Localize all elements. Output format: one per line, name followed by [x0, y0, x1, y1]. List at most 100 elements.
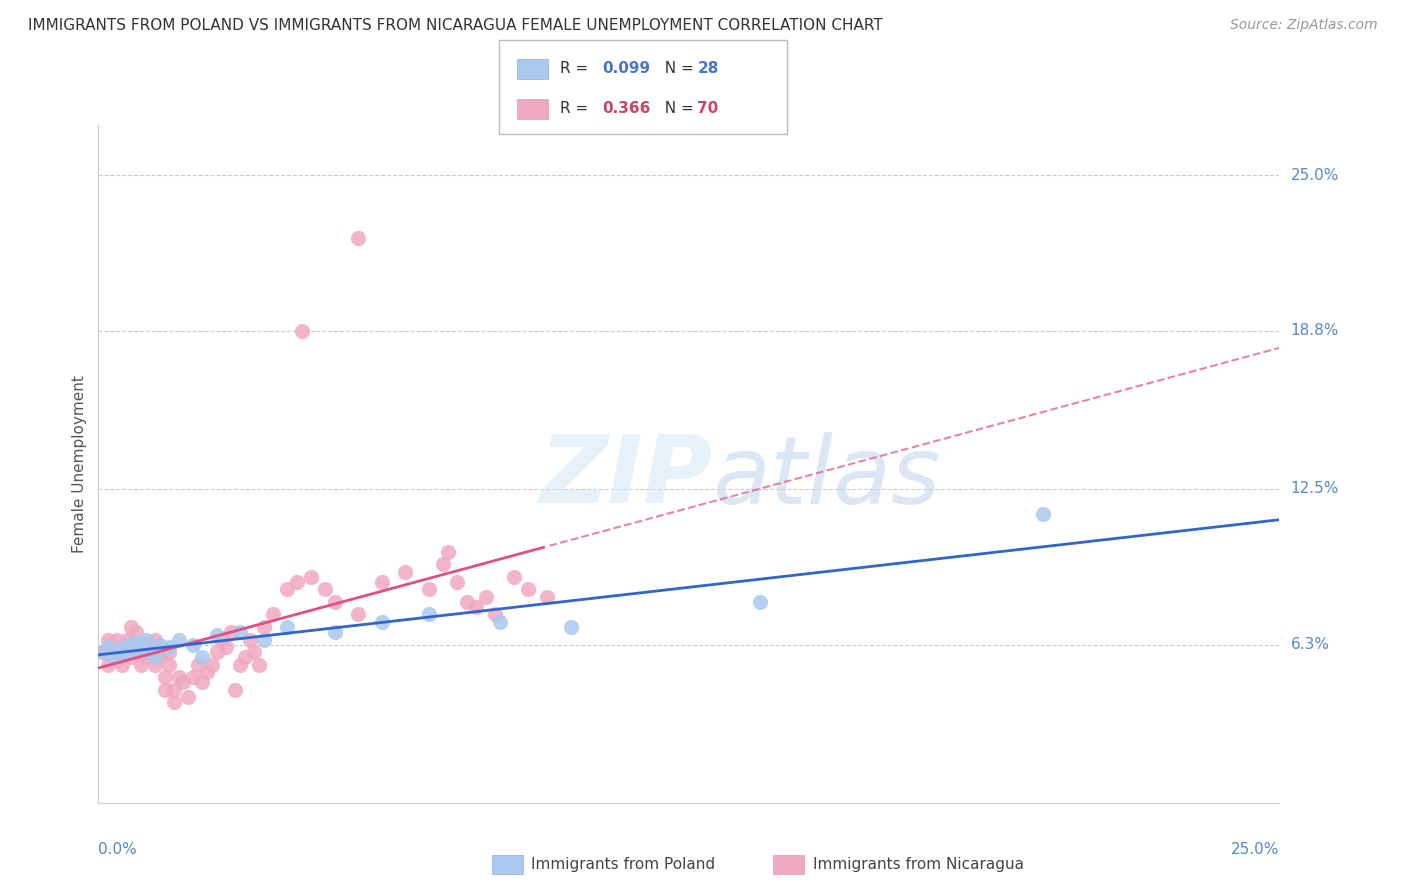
Point	[143, 632, 166, 647]
Point	[97, 657, 120, 672]
Point	[748, 595, 770, 609]
Y-axis label: Female Unemployment: Female Unemployment	[72, 375, 87, 553]
Text: 0.366: 0.366	[602, 101, 650, 116]
Point	[157, 645, 180, 659]
Point	[105, 653, 128, 667]
Point	[135, 632, 157, 647]
Text: R =: R =	[560, 61, 593, 76]
Point	[157, 640, 180, 654]
Point	[177, 690, 200, 705]
Point	[394, 565, 416, 579]
Point	[475, 590, 498, 604]
Point	[187, 657, 209, 672]
Point	[437, 545, 460, 559]
Text: 70: 70	[697, 101, 718, 116]
Point	[191, 650, 214, 665]
Text: Source: ZipAtlas.com: Source: ZipAtlas.com	[1230, 18, 1378, 32]
Point	[111, 657, 134, 672]
Point	[135, 638, 157, 652]
Point	[418, 607, 440, 622]
Point	[121, 620, 143, 634]
Point	[101, 645, 124, 659]
Point	[163, 682, 186, 697]
Point	[253, 620, 276, 634]
Point	[105, 642, 128, 657]
Point	[115, 638, 138, 652]
Point	[101, 650, 124, 665]
Point	[167, 632, 190, 647]
Point	[163, 695, 186, 709]
Point	[143, 650, 166, 665]
Point	[129, 640, 152, 654]
Point	[262, 607, 284, 622]
Point	[432, 558, 454, 572]
Point	[276, 620, 298, 634]
Point	[97, 632, 120, 647]
Point	[129, 657, 152, 672]
Point	[347, 607, 370, 622]
Point	[233, 650, 256, 665]
Point	[167, 670, 190, 684]
Point	[111, 648, 134, 662]
Text: N =: N =	[655, 101, 699, 116]
Point	[205, 645, 228, 659]
Point	[465, 599, 488, 614]
Text: R =: R =	[560, 101, 593, 116]
Point	[489, 615, 512, 629]
Text: 28: 28	[697, 61, 718, 76]
Point	[143, 657, 166, 672]
Text: Immigrants from Poland: Immigrants from Poland	[531, 857, 716, 871]
Point	[323, 595, 346, 609]
Point	[105, 632, 128, 647]
Point	[121, 650, 143, 665]
Text: IMMIGRANTS FROM POLAND VS IMMIGRANTS FROM NICARAGUA FEMALE UNEMPLOYMENT CORRELAT: IMMIGRANTS FROM POLAND VS IMMIGRANTS FRO…	[28, 18, 883, 33]
Point	[503, 570, 526, 584]
Point	[299, 570, 322, 584]
Point	[314, 582, 336, 597]
Point	[91, 645, 114, 659]
Point	[347, 231, 370, 245]
Point	[290, 324, 312, 338]
Point	[253, 632, 276, 647]
Point	[125, 645, 148, 659]
Point	[149, 638, 172, 652]
Text: N =: N =	[655, 61, 699, 76]
Text: 18.8%: 18.8%	[1291, 323, 1339, 338]
Text: 6.3%: 6.3%	[1291, 637, 1330, 652]
Point	[125, 625, 148, 640]
Text: atlas: atlas	[713, 432, 941, 523]
Point	[215, 640, 238, 654]
Text: 25.0%: 25.0%	[1232, 842, 1279, 856]
Point	[139, 640, 162, 654]
Text: 0.099: 0.099	[602, 61, 650, 76]
Point	[224, 682, 246, 697]
Point	[1032, 507, 1054, 521]
Point	[181, 670, 204, 684]
Point	[243, 645, 266, 659]
Point	[125, 635, 148, 649]
Point	[371, 574, 394, 589]
Point	[484, 607, 506, 622]
Point	[191, 675, 214, 690]
Point	[91, 645, 114, 659]
Point	[111, 640, 134, 654]
Point	[139, 645, 162, 659]
Point	[219, 625, 242, 640]
Point	[149, 645, 172, 659]
Point	[229, 625, 252, 640]
Point	[276, 582, 298, 597]
Point	[560, 620, 582, 634]
Point	[456, 595, 478, 609]
Point	[153, 670, 176, 684]
Point	[135, 650, 157, 665]
Point	[323, 625, 346, 640]
Point	[446, 574, 468, 589]
Point	[101, 650, 124, 665]
Point	[181, 638, 204, 652]
Point	[536, 590, 558, 604]
Text: 25.0%: 25.0%	[1291, 168, 1339, 183]
Point	[157, 657, 180, 672]
Point	[517, 582, 540, 597]
Point	[121, 645, 143, 659]
Point	[172, 675, 194, 690]
